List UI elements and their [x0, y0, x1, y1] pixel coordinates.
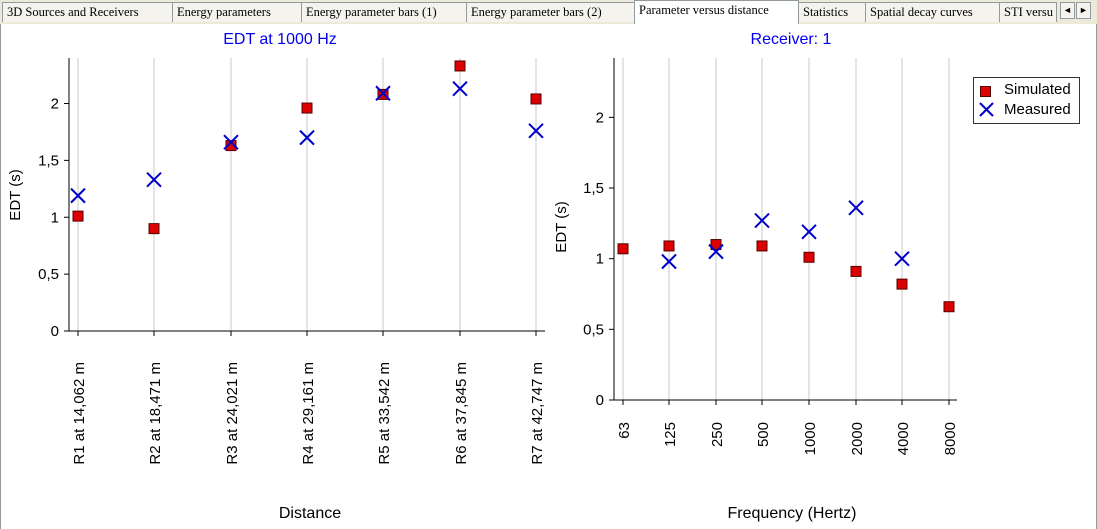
measured-point [848, 200, 864, 216]
x-tick-label: R6 at 37,845 m [453, 362, 470, 465]
right-x-axis-label: Frequency (Hertz) [728, 505, 857, 522]
tab-bar: 3D Sources and Receivers Energy paramete… [0, 0, 1097, 25]
y-tick-label: 1 [51, 209, 59, 226]
x-tick-label: 1000 [802, 422, 819, 455]
legend-label-simulated: Simulated [1004, 81, 1071, 98]
simulated-point [943, 301, 955, 313]
y-tick-label: 0,5 [583, 321, 604, 338]
x-tick-label: R1 at 14,062 m [71, 362, 88, 465]
tab-sti-versus[interactable]: STI versu [999, 2, 1057, 22]
chart-title-right: Receiver: 1 [751, 31, 832, 48]
x-tick-label: R3 at 24,021 m [224, 362, 241, 465]
measured-point [223, 134, 239, 150]
simulated-point [530, 93, 542, 105]
tab-energy-parameter-bars-2[interactable]: Energy parameter bars (2) [466, 2, 635, 22]
tab-scroll-right-button[interactable]: ► [1076, 2, 1091, 19]
y-tick-label: 1 [596, 251, 604, 268]
x-tick-label: 250 [709, 422, 726, 447]
x-tick-label: R4 at 29,161 m [300, 362, 317, 465]
measured-point [894, 250, 910, 267]
simulated-point [710, 239, 722, 251]
x-tick-label: R7 at 42,747 m [529, 362, 546, 465]
measured-point [754, 212, 770, 229]
tab-scroll-left-button[interactable]: ◄ [1060, 2, 1075, 19]
tab-spatial-decay-curves[interactable]: Spatial decay curves [865, 2, 1000, 22]
tab-3d-sources-receivers[interactable]: 3D Sources and Receivers [2, 2, 173, 22]
right-y-ticks: 0 0,5 1 1,5 2 [583, 109, 614, 409]
y-tick-label: 1,5 [583, 180, 604, 197]
left-x-ticks: R1 at 14,062 m R2 at 18,471 m R3 at 24,021… [71, 331, 546, 465]
legend-label-measured: Measured [1004, 101, 1071, 118]
square-marker-icon [980, 86, 991, 97]
simulated-point [896, 278, 908, 290]
measured-point [661, 253, 677, 270]
left-y-ticks: 0 0,5 1 1,5 2 [38, 96, 69, 340]
tab-statistics[interactable]: Statistics [798, 2, 866, 22]
x-marker-icon [979, 102, 994, 117]
simulated-point [72, 210, 84, 222]
simulated-point [663, 240, 675, 252]
measured-point [708, 243, 724, 260]
y-tick-label: 1,5 [38, 152, 59, 169]
simulated-point [225, 140, 237, 152]
y-tick-label: 0 [596, 392, 604, 409]
chart-title-left: EDT at 1000 Hz [223, 31, 337, 48]
arrow-right-icon: ► [1079, 5, 1088, 15]
y-tick-label: 2 [51, 96, 59, 113]
right-y-axis-label: EDT (s) [553, 201, 570, 252]
x-tick-label: 125 [662, 422, 679, 447]
x-tick-label: 63 [616, 422, 633, 439]
x-tick-label: R5 at 33,542 m [376, 362, 393, 465]
y-tick-label: 0,5 [38, 266, 59, 283]
measured-point [452, 81, 468, 97]
chart-legend: Simulated Measured [973, 77, 1080, 124]
measured-point [528, 123, 544, 139]
measured-point [801, 224, 817, 240]
measured-point [299, 129, 315, 146]
x-tick-label: R2 at 18,471 m [147, 362, 164, 465]
x-tick-label: 8000 [942, 422, 959, 455]
chart-panel [0, 24, 1097, 529]
measured-point [146, 172, 162, 188]
right-marks [617, 200, 955, 313]
simulated-point [148, 223, 160, 235]
x-tick-label: 2000 [849, 422, 866, 455]
y-tick-label: 2 [596, 109, 604, 126]
simulated-point [756, 240, 768, 252]
simulated-point [803, 251, 815, 263]
measured-point [70, 187, 86, 204]
left-y-axis-label: EDT (s) [7, 169, 24, 220]
x-tick-label: 4000 [895, 422, 912, 455]
left-marks [70, 60, 544, 235]
simulated-point [454, 60, 466, 72]
tab-energy-parameter-bars-1[interactable]: Energy parameter bars (1) [301, 2, 467, 22]
left-grid [77, 58, 537, 331]
y-tick-label: 0 [51, 323, 59, 340]
tab-energy-parameters[interactable]: Energy parameters [172, 2, 302, 22]
simulated-point [617, 243, 629, 255]
right-grid [622, 58, 950, 400]
arrow-left-icon: ◄ [1063, 5, 1072, 15]
left-x-axis-label: Distance [279, 505, 341, 522]
measured-point [375, 85, 391, 101]
simulated-point [301, 102, 313, 114]
simulated-point [850, 265, 862, 277]
tab-parameter-versus-distance[interactable]: Parameter versus distance [634, 0, 799, 24]
x-tick-label: 500 [755, 422, 772, 447]
right-x-ticks: 63 125 250 500 1000 2000 4000 8000 [616, 400, 959, 455]
